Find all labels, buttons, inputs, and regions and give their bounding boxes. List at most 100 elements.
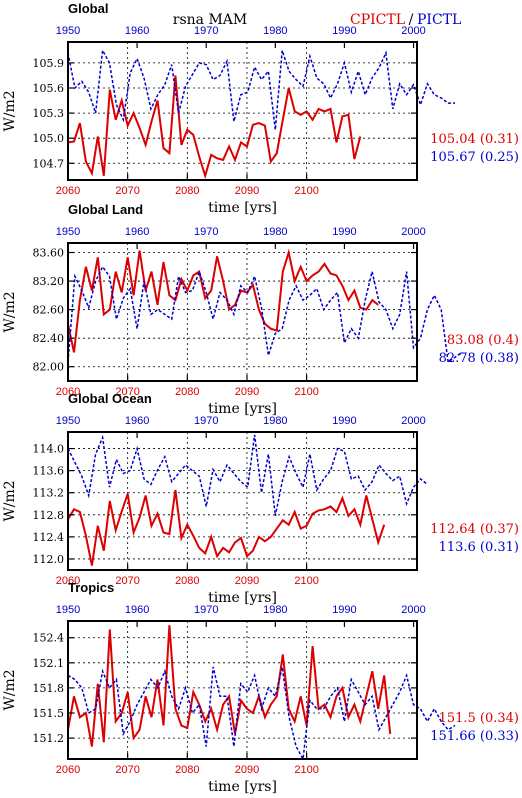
y-tick-label: 113.2 [33,487,65,500]
y-tick-label: 105.9 [33,57,65,70]
series-line-cpictl [67,248,379,353]
x-tick-label-top: 1980 [263,226,287,238]
variable-label: rsna MAM [173,12,247,28]
x-tick-label-bottom: 2080 [175,575,199,587]
x-tick-label-bottom: 2070 [115,185,139,197]
x-tick-label-top: 1990 [332,604,356,616]
series-line-pictl [67,434,428,517]
x-tick-label-bottom: 2090 [235,386,259,398]
y-tick-label: 152.4 [33,632,65,645]
x-tick-label-bottom: 2060 [56,575,80,587]
x-tick-label-top: 1950 [56,25,80,37]
x-tick-label-top: 1970 [194,604,218,616]
x-tick-label-bottom: 2080 [175,764,199,776]
x-tick-label-bottom: 2060 [56,386,80,398]
x-tick-label-bottom: 2060 [56,764,80,776]
y-tick-label: 112.0 [33,553,65,566]
panel-title: Tropics [68,580,114,595]
y-tick-label: 83.20 [33,275,65,288]
plot-frame [67,620,418,760]
chart-panel: Tropics 151.2 151.5 151.8 152.1 152.4 2060 2070… [2,580,519,795]
plot-frame [67,431,418,571]
x-tick-label-top: 1960 [125,25,149,37]
x-tick-label-top: 1960 [125,604,149,616]
stat-pictl: 82.78 (0.38) [439,351,519,366]
y-tick-label: 105.6 [33,82,65,95]
series-label-blue: PICTL [417,12,461,28]
y-tick-label: 151.8 [33,682,65,695]
y-tick-label: 151.2 [33,732,65,745]
x-axis-label: time [yrs] [208,401,277,417]
series-line-pictl [67,265,463,364]
x-tick-label-top: 1970 [194,415,218,427]
series-label-separator: / [409,12,414,28]
series-line-pictl [67,47,455,130]
x-tick-label-bottom: 2080 [175,185,199,197]
x-tick-label-top: 2000 [401,226,425,238]
x-tick-label-bottom: 2090 [235,185,259,197]
chart-panel: Global Ocean 112.0 112.4 112.8 113.2 113.6 114… [2,391,519,606]
chart-panel: Global 104.7 105.0 105.3 105.6 105.9 2060 2070 2… [2,1,519,216]
y-tick-label: 151.5 [33,707,65,720]
x-tick-label-bottom: 2090 [235,575,259,587]
series-line-cpictl [67,75,362,180]
y-tick-label: 105.0 [33,132,65,145]
x-tick-label-top: 1990 [332,226,356,238]
x-tick-label-bottom: 2100 [294,185,318,197]
panel-title: Global Land [68,202,143,217]
plot-frame [67,242,418,382]
y-axis-label: W/m2 [2,291,18,332]
y-tick-label: 114.0 [33,443,65,456]
y-axis-label: W/m2 [2,669,18,710]
x-tick-label-top: 1970 [194,25,218,37]
figure-header: rsna MAM CPICTL / PICTL [173,12,462,28]
x-tick-label-bottom: 2080 [175,386,199,398]
x-axis-label: time [yrs] [208,590,277,606]
x-tick-label-top: 1960 [125,226,149,238]
stat-pictl: 113.6 (0.31) [439,540,519,555]
x-tick-label-top: 2000 [401,415,425,427]
y-tick-label: 152.1 [33,657,65,670]
x-tick-label-bottom: 2090 [235,764,259,776]
stat-pictl: 151.66 (0.33) [430,729,519,744]
x-tick-label-top: 1990 [332,25,356,37]
y-tick-label: 112.8 [33,509,65,522]
series-line-cpictl [67,625,392,747]
x-axis-label: time [yrs] [208,779,277,795]
x-tick-label-top: 1980 [263,25,287,37]
x-tick-label-top: 1970 [194,226,218,238]
stat-cpictl: 151.5 (0.34) [439,711,519,726]
x-tick-label-top: 1950 [56,415,80,427]
stat-cpictl: 112.64 (0.37) [430,522,519,537]
y-axis-label: W/m2 [2,480,18,521]
y-axis-label: W/m2 [2,90,18,131]
plot-frame [67,41,418,181]
y-tick-label: 82.60 [33,304,65,317]
panel-title: Global [68,1,108,16]
series-line-pictl [67,666,456,762]
x-axis-label: time [yrs] [208,200,277,216]
series-line-cpictl [67,489,386,566]
x-tick-label-top: 1950 [56,226,80,238]
stat-cpictl: 105.04 (0.31) [430,132,519,147]
x-tick-label-bottom: 2060 [56,185,80,197]
x-tick-label-top: 2000 [401,25,425,37]
y-tick-label: 112.4 [33,531,65,544]
stat-cpictl: 83.08 (0.4) [447,333,519,348]
y-tick-label: 105.3 [33,107,65,120]
y-tick-label: 82.40 [33,332,65,345]
stat-pictl: 105.67 (0.25) [430,150,519,165]
x-tick-label-top: 1950 [56,604,80,616]
panel-title: Global Ocean [68,391,152,406]
y-tick-label: 104.7 [33,157,65,170]
y-tick-label: 83.60 [33,247,65,260]
x-tick-label-top: 1960 [125,415,149,427]
series-label-red: CPICTL [350,12,405,28]
x-tick-label-bottom: 2100 [294,764,318,776]
x-tick-label-top: 1990 [332,415,356,427]
x-tick-label-bottom: 2100 [294,386,318,398]
x-tick-label-bottom: 2100 [294,575,318,587]
x-tick-label-bottom: 2070 [115,575,139,587]
